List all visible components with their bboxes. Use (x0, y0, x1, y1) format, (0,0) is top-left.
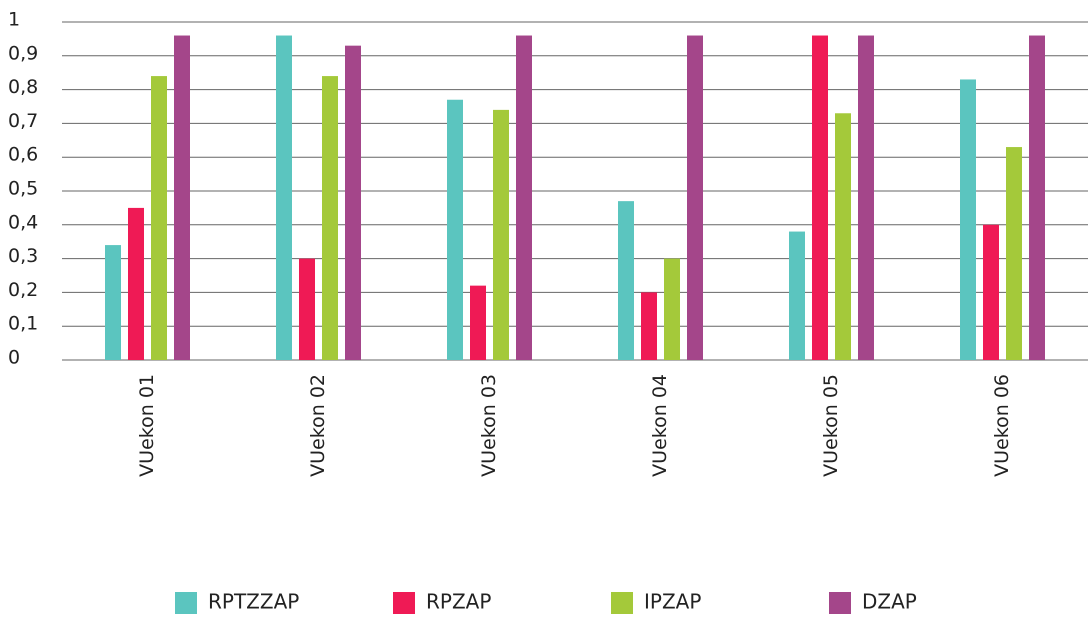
bar (858, 35, 874, 361)
bar (447, 99, 463, 361)
bar (322, 76, 338, 360)
x-tick-label: VUekon 06 (991, 374, 1013, 477)
legend-swatch (393, 592, 415, 614)
legend-swatch (611, 592, 633, 614)
bar (105, 245, 121, 360)
x-tick-label: VUekon 03 (478, 374, 500, 477)
bar (470, 285, 486, 360)
bar (1006, 147, 1022, 360)
y-tick-label: 0,9 (8, 42, 38, 64)
y-tick-label: 0,7 (8, 110, 38, 132)
legend-label: IPZAP (644, 590, 701, 614)
legend-label: RPZAP (426, 590, 491, 614)
x-tick-label: VUekon 02 (307, 374, 329, 477)
bar (687, 35, 703, 361)
bar (493, 109, 509, 360)
bar (1029, 35, 1045, 361)
y-tick-label: 0,2 (8, 279, 38, 301)
y-tick-label: 1 (8, 9, 20, 31)
bar (960, 79, 976, 361)
legend-swatch (829, 592, 851, 614)
y-tick-label: 0 (8, 347, 20, 369)
bar (983, 224, 999, 360)
bar (516, 35, 532, 361)
y-tick-label: 0,4 (8, 211, 38, 233)
bar (151, 76, 167, 360)
x-tick-label: VUekon 05 (820, 374, 842, 477)
y-tick-label: 0,3 (8, 245, 38, 267)
bar (835, 113, 851, 360)
x-tick-label: VUekon 01 (136, 374, 158, 477)
legend-label: DZAP (862, 590, 917, 614)
bar (299, 258, 315, 360)
bar (345, 45, 361, 360)
y-tick-label: 0,8 (8, 76, 38, 98)
y-tick-label: 0,5 (8, 178, 38, 200)
legend-label: RPTZZAP (208, 590, 299, 614)
y-tick-label: 0,1 (8, 313, 38, 335)
bar (618, 201, 634, 360)
bar (128, 207, 144, 360)
y-tick-label: 0,6 (8, 144, 38, 166)
legend-swatch (175, 592, 197, 614)
bar (789, 231, 805, 360)
bar (641, 292, 657, 360)
bar (812, 35, 828, 361)
bar (664, 258, 680, 360)
x-tick-label: VUekon 04 (649, 374, 671, 477)
bar (174, 35, 190, 361)
bar (276, 35, 292, 361)
